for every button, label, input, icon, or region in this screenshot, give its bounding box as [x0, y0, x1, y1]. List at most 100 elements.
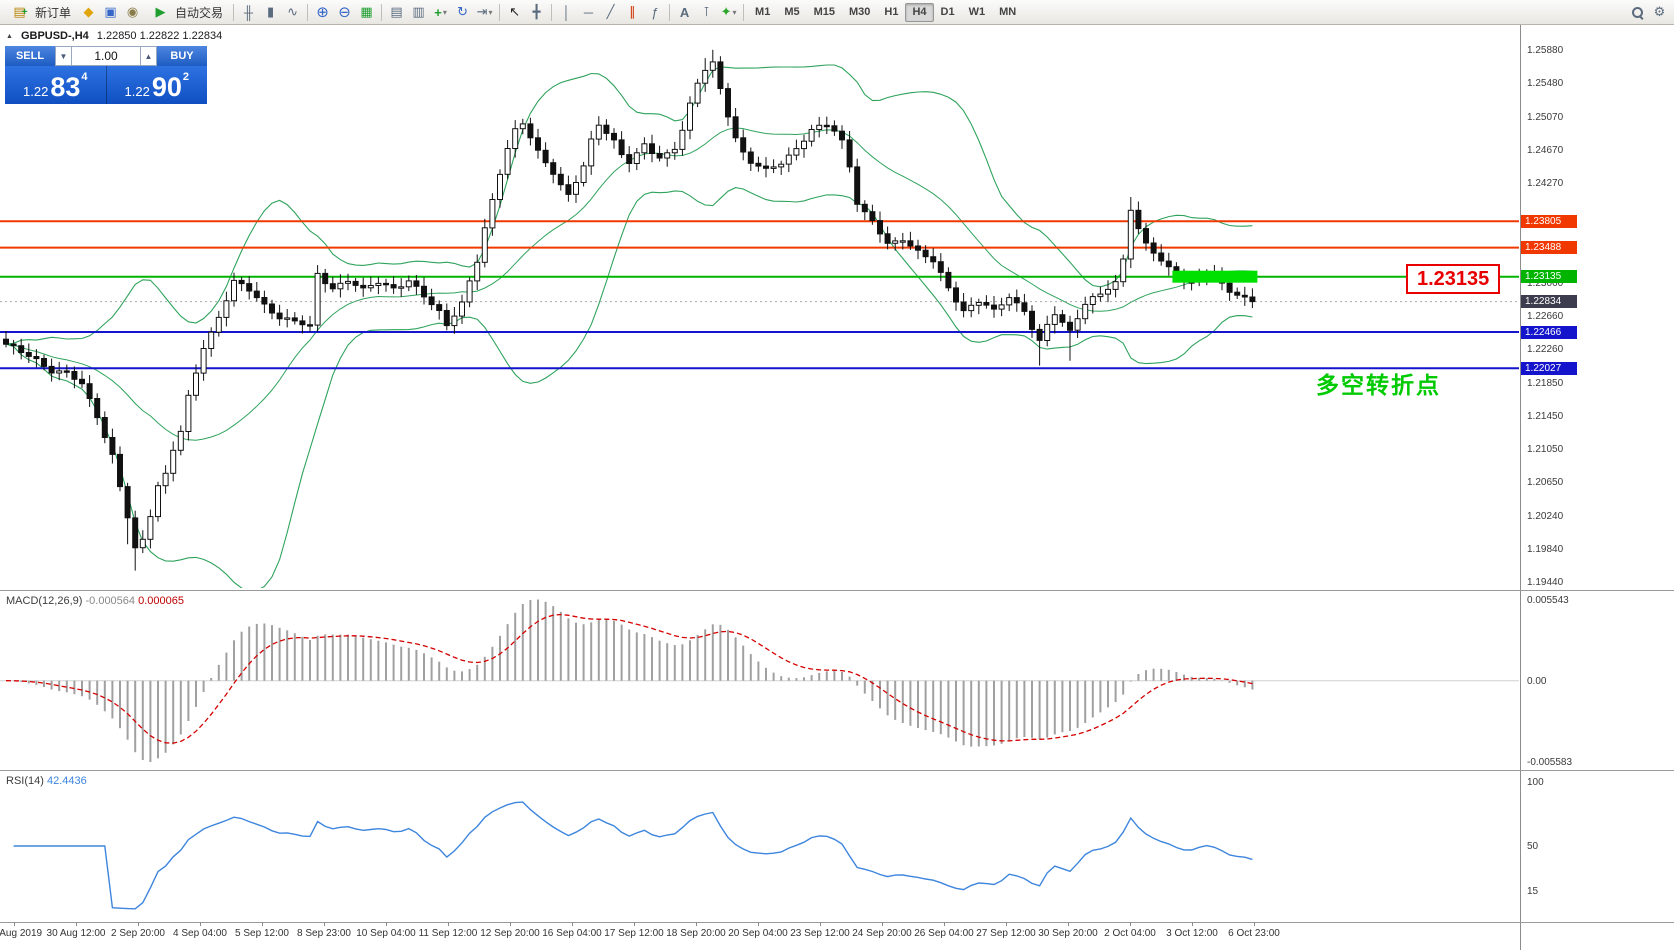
- time-axis-tick: [1192, 922, 1193, 926]
- timeframe-button-d1[interactable]: D1: [940, 6, 955, 18]
- toolbar-separator: [743, 3, 745, 21]
- timeframe-button-m15[interactable]: M15: [813, 6, 835, 18]
- fibonacci-tool-icon[interactable]: ƒ: [650, 4, 659, 20]
- timeframe-button-w1[interactable]: W1: [968, 6, 986, 18]
- one-click-collapse-icon[interactable]: ▲: [6, 32, 13, 40]
- time-axis-label: 12 Sep 20:00: [480, 928, 540, 939]
- price-axis-label: 1.22660: [1527, 311, 1564, 322]
- time-axis-label: 3 Oct 12:00: [1166, 928, 1218, 939]
- time-axis-label: 30 Aug 12:00: [46, 928, 106, 939]
- volume-increase-button[interactable]: ▲: [140, 46, 157, 66]
- price-callout-label: 1.23135: [1406, 264, 1501, 294]
- time-axis-separator: [0, 922, 1674, 923]
- rsi-axis-label: 50: [1527, 841, 1539, 852]
- timeframe-group: M1 M5 M15 M30 H1 H4 D1 W1 MN: [748, 2, 1023, 22]
- timeframe-button-h4[interactable]: H4: [905, 2, 934, 22]
- time-axis-tick: [262, 922, 263, 926]
- price-axis-label: 1.19440: [1527, 577, 1564, 588]
- zoom-in-icon[interactable]: ⊕: [316, 4, 329, 21]
- buy-price-sup: 2: [182, 71, 189, 83]
- time-axis-tick: [386, 922, 387, 926]
- buy-button[interactable]: BUY: [157, 46, 207, 66]
- cascade-windows-icon[interactable]: ▤: [390, 4, 403, 19]
- macd-value1: -0.000564: [85, 595, 136, 607]
- line-chart-type-icon[interactable]: ∿: [287, 4, 298, 19]
- macd-panel-separator[interactable]: [0, 590, 1674, 591]
- time-axis-tick: [1254, 922, 1255, 926]
- bar-chart-type-icon[interactable]: ╫: [243, 4, 254, 20]
- rsi-panel-separator[interactable]: [0, 770, 1674, 771]
- symbol-name: GBPUSD-,H4: [20, 30, 89, 42]
- tile-vertically-icon[interactable]: ▥: [412, 4, 425, 19]
- time-axis-label: 23 Sep 12:00: [790, 928, 850, 939]
- horizontal-line-tool-icon[interactable]: ─: [583, 4, 594, 20]
- price-axis-label: 1.20240: [1527, 511, 1564, 522]
- sell-price[interactable]: 1.22 83 4: [5, 66, 107, 104]
- time-axis-tick: [758, 922, 759, 926]
- autotrading-play-icon: ▶: [155, 4, 166, 19]
- macd-header: MACD(12,26,9) -0.000564 0.000065: [6, 595, 184, 607]
- rsi-value: 42.4436: [46, 775, 87, 787]
- vertical-line-tool-icon[interactable]: │: [562, 4, 571, 20]
- chart-shift-icon[interactable]: ⇥ ▾: [476, 4, 493, 19]
- auto-scroll-icon[interactable]: ↻: [457, 4, 468, 19]
- text-tool-icon[interactable]: A: [679, 4, 690, 20]
- sell-button[interactable]: SELL: [5, 46, 55, 66]
- profiles-icon[interactable]: ◆: [83, 4, 94, 19]
- price-axis-label: 1.24270: [1527, 178, 1564, 189]
- time-axis-label: 18 Sep 20:00: [666, 928, 726, 939]
- channel-tool-icon[interactable]: ∥: [629, 4, 636, 19]
- price-line-tag: 1.23135: [1521, 270, 1577, 283]
- crosshair-icon[interactable]: ╋: [532, 4, 541, 19]
- toolbar: ▤ + 新订单 ◆ ▣ ◉ ▶ 自动交易 ╫ ▮ ∿ ⊕ ⊖ ▦ ▤ ▥ + ▾ ↻…: [0, 0, 1674, 25]
- autotrading-label: 自动交易: [175, 5, 224, 20]
- time-axis-tick: [820, 922, 821, 926]
- buy-price-big: 90: [151, 72, 182, 102]
- time-axis-label: 4 Sep 04:00: [173, 928, 227, 939]
- history-icon[interactable]: ◉: [126, 4, 139, 19]
- volume-input[interactable]: 1.00: [72, 46, 140, 66]
- settings-icon[interactable]: ⚙: [1653, 4, 1666, 19]
- trendline-tool-icon[interactable]: ╱: [606, 4, 615, 19]
- price-axis-label: 1.19840: [1527, 544, 1564, 555]
- timeframe-button-m30[interactable]: M30: [849, 6, 871, 18]
- time-axis-label: 27 Sep 12:00: [976, 928, 1036, 939]
- candlestick-chart-type-icon[interactable]: ▮: [266, 4, 275, 19]
- time-axis-tick: [944, 922, 945, 926]
- buy-price[interactable]: 1.22 90 2: [107, 66, 208, 104]
- shapes-tool-icon[interactable]: ✦ ▾: [720, 4, 737, 19]
- rsi-axis-label: 100: [1527, 777, 1544, 788]
- price-line-tag: 1.22027: [1521, 362, 1577, 375]
- zoom-out-icon[interactable]: ⊖: [338, 4, 351, 21]
- timeframe-button-mn[interactable]: MN: [999, 6, 1017, 18]
- timeframe-button-h1[interactable]: H1: [884, 6, 899, 18]
- chart-text-annotation: 多空转折点: [1316, 372, 1441, 398]
- add-indicator-icon[interactable]: + ▾: [434, 4, 447, 20]
- time-axis-label: 29 Aug 2019: [0, 928, 43, 939]
- price-axis-label: 1.25480: [1527, 78, 1564, 89]
- timeframe-button-m1[interactable]: M1: [755, 6, 771, 18]
- time-axis-label: 8 Sep 23:00: [297, 928, 351, 939]
- label-tool-icon[interactable]: ⊺: [703, 4, 710, 19]
- toolbar-separator: [669, 3, 671, 21]
- time-axis-tick: [1130, 922, 1131, 926]
- time-axis-tick: [1068, 922, 1069, 926]
- navigator-icon[interactable]: ▣: [104, 4, 117, 19]
- volume-decrease-button[interactable]: ▼: [55, 46, 72, 66]
- sell-price-big: 83: [50, 72, 81, 102]
- symbol-quotes: 1.22850 1.22822 1.22834: [96, 30, 223, 42]
- time-axis-label: 24 Sep 20:00: [852, 928, 912, 939]
- autotrading-button[interactable]: ▶ 自动交易: [144, 2, 229, 23]
- buy-price-prefix: 1.22: [124, 84, 150, 99]
- timeframe-button-m5[interactable]: M5: [784, 6, 800, 18]
- time-axis-tick: [1006, 922, 1007, 926]
- macd-axis-label: 0.00: [1527, 676, 1547, 687]
- tile-windows-icon[interactable]: ▦: [360, 4, 373, 19]
- time-axis-tick: [510, 922, 511, 926]
- cursor-icon[interactable]: ↖: [509, 4, 520, 19]
- time-axis-label: 26 Sep 04:00: [914, 928, 974, 939]
- search-icon[interactable]: [1627, 2, 1648, 23]
- new-order-button[interactable]: ▤ + 新订单: [4, 2, 77, 23]
